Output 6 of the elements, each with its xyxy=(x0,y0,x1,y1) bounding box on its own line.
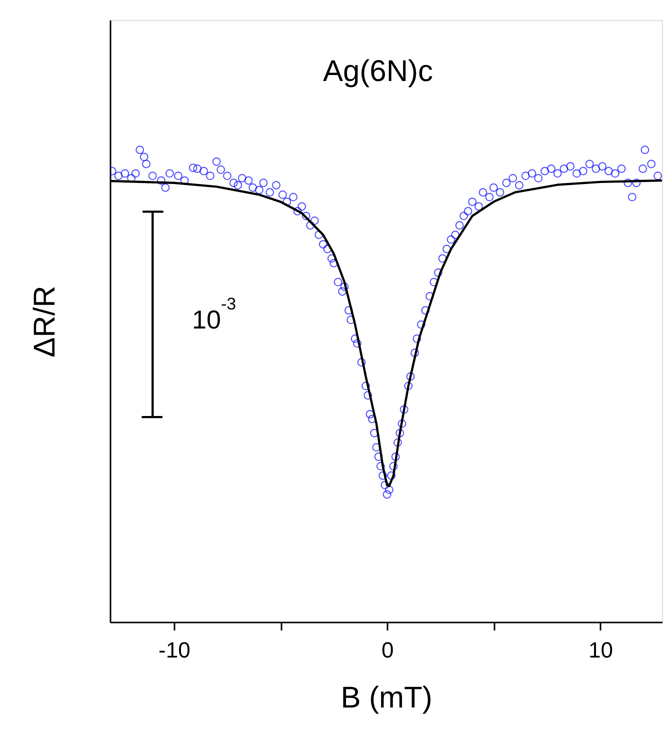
x-axis-title: B (mT) xyxy=(340,682,432,714)
x-tick-label: -10 xyxy=(158,638,190,662)
x-tick-label: 10 xyxy=(588,638,613,662)
chart-title: Ag(6N)c xyxy=(322,55,434,88)
y-axis-title: ΔR/R xyxy=(28,286,62,358)
x-tick-label: 0 xyxy=(381,638,394,662)
